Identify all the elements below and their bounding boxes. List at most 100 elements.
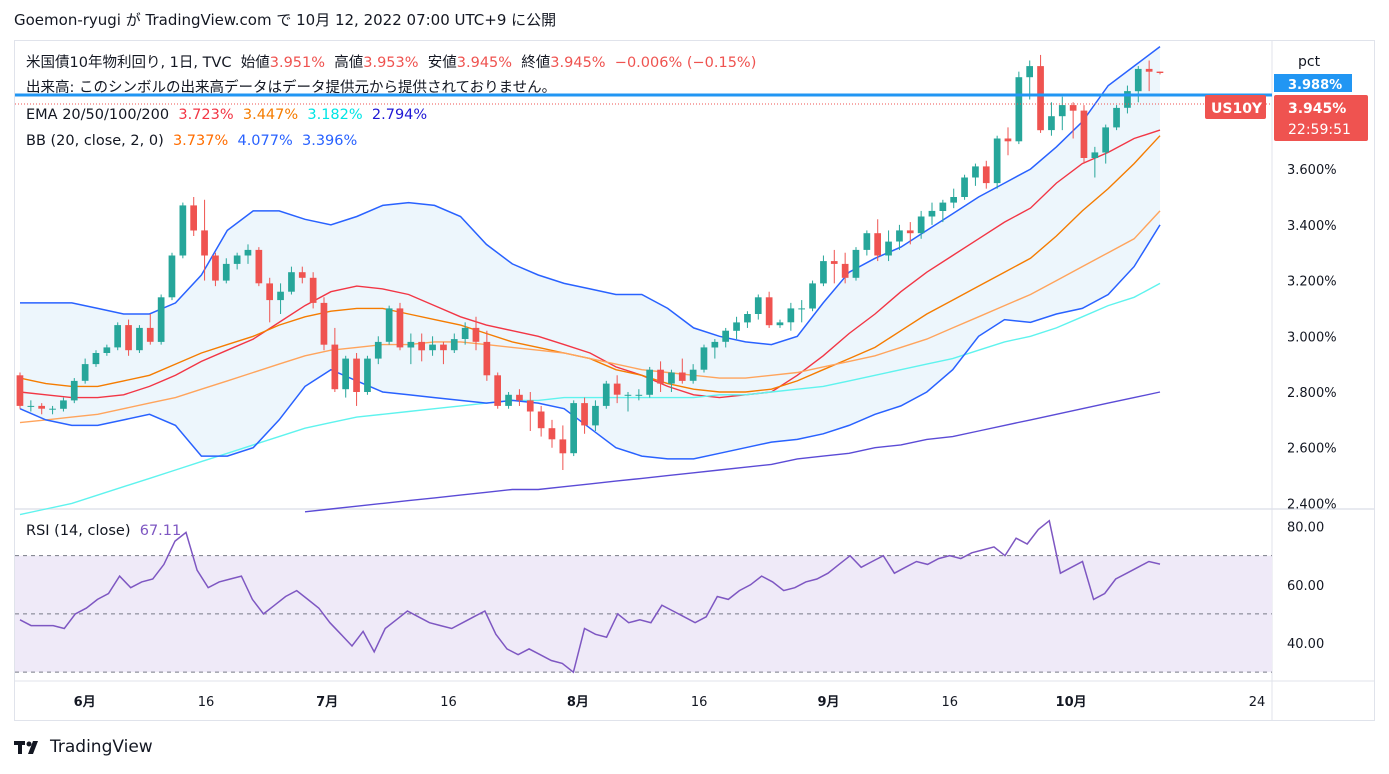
candle-body — [309, 277, 317, 303]
time-tick-label: 10月 — [1056, 695, 1087, 710]
candle-body — [255, 249, 263, 284]
price-axis[interactable]: 3.800%3.600%3.400%3.200%3.000%2.800%2.60… — [1287, 107, 1337, 512]
candle-body — [820, 261, 827, 284]
candle-body — [1069, 105, 1077, 111]
candle-body — [863, 233, 871, 250]
candle-body — [1058, 105, 1066, 117]
candle-body — [668, 372, 675, 384]
brand-footer[interactable]: TradingView — [14, 737, 153, 757]
candle-body — [798, 308, 805, 310]
candle-body — [1134, 68, 1142, 92]
candle-body — [754, 297, 762, 314]
ohlc-legend: 米国債10年物利回り, 1日, TVC 始値3.951% 高値3.953% 安値… — [26, 56, 756, 71]
candle-body — [765, 297, 773, 326]
candle-body — [429, 344, 436, 351]
time-tick-label: 8月 — [567, 695, 589, 710]
candle-body — [885, 241, 892, 256]
candle-body — [385, 308, 393, 342]
candle-body — [526, 400, 534, 412]
close-label: 終値 — [521, 55, 551, 71]
volume-legend: 出来高: このシンボルの出来高データはデータ提供元から提供されておりません。 — [26, 81, 556, 96]
price-tick-label: 3.600% — [1287, 163, 1337, 178]
candle-body — [450, 339, 458, 351]
candle-body — [1026, 66, 1033, 78]
bb-label: BB (20, close, 2, 0) — [26, 133, 164, 149]
countdown-text: 22:59:51 — [1288, 122, 1351, 138]
candle-body — [950, 197, 957, 203]
price-unit: pct — [1298, 54, 1321, 70]
candle-body — [733, 322, 740, 331]
candle-body — [1113, 107, 1120, 128]
time-tick-label: 16 — [691, 695, 708, 710]
candle-body — [841, 263, 849, 278]
time-tick-label: 7月 — [316, 695, 338, 710]
ema100-line — [19, 282, 1161, 516]
time-tick-label: 16 — [198, 695, 215, 710]
rsi-tick-label: 40.00 — [1287, 637, 1324, 652]
candle-body — [342, 358, 349, 390]
candle-body — [27, 405, 35, 407]
ema-legend: EMA 20/50/100/200 3.723% 3.447% 3.182% 2… — [26, 108, 427, 123]
rsi-axis[interactable]: 80.00 60.00 40.00 — [1287, 521, 1324, 653]
candle-body — [233, 255, 241, 264]
candle-body — [146, 327, 154, 342]
candle-body — [809, 283, 816, 309]
candle-body — [168, 255, 176, 298]
rsi-band-fill — [15, 555, 1272, 673]
candle-body — [700, 347, 708, 370]
candle-body — [972, 166, 979, 178]
candle-body — [1124, 91, 1131, 108]
candle-body — [874, 233, 881, 256]
candle-body — [917, 216, 925, 234]
candle-body — [1004, 138, 1012, 142]
candle-body — [494, 375, 501, 406]
price-badge — [1274, 95, 1368, 141]
candle-body — [1015, 77, 1023, 142]
publication-header: Goemon-ryugi が TradingView.com で 10月 12,… — [14, 9, 556, 30]
high-value: 3.953% — [363, 55, 419, 71]
ema-lines — [19, 129, 1161, 516]
bb-lower-value: 3.396% — [301, 133, 358, 149]
ema50-value: 3.447% — [242, 107, 299, 123]
close-value: 3.945% — [550, 55, 606, 71]
candle-body — [70, 380, 78, 401]
candle-body — [418, 341, 425, 351]
candle-body — [1080, 110, 1088, 158]
bollinger-bands — [19, 46, 1161, 460]
candle-body — [244, 249, 252, 256]
candle-body — [396, 308, 404, 348]
candle-body — [993, 138, 1001, 184]
candlesticks — [16, 54, 1164, 470]
bb-legend: BB (20, close, 2, 0) 3.737% 4.077% 3.396… — [26, 134, 357, 149]
candle-body — [852, 249, 860, 278]
candle-body — [190, 205, 197, 231]
candle-body — [581, 403, 588, 426]
candle-body — [722, 330, 729, 342]
time-tick-label: 24 — [1249, 695, 1266, 710]
candle-body — [928, 210, 936, 217]
high-label: 高値 — [334, 55, 364, 71]
candle-body — [678, 372, 686, 381]
ema200-line — [304, 391, 1161, 513]
candle-body — [624, 394, 632, 396]
header-text: Goemon-ryugi が TradingView.com で 10月 12,… — [14, 11, 557, 29]
rsi-pane[interactable] — [15, 519, 1272, 674]
candle-body — [125, 325, 132, 351]
candle-body — [939, 202, 947, 211]
candle-body — [1102, 127, 1109, 153]
ema20-line — [19, 129, 1161, 399]
candle-body — [266, 283, 273, 301]
ema200-value: 2.794% — [371, 107, 428, 123]
price-tick-label: 3.000% — [1287, 330, 1337, 345]
candle-body — [896, 230, 903, 242]
price-tick-label: 2.400% — [1287, 497, 1337, 512]
candle-body — [222, 263, 230, 281]
candle-body — [744, 314, 751, 323]
time-axis[interactable]: 6月 16 7月 16 8月 16 9月 16 10月 24 — [74, 695, 1266, 710]
chart-frame[interactable] — [14, 40, 1375, 721]
candle-body — [906, 230, 914, 234]
candle-body — [982, 166, 990, 184]
candle-body — [92, 353, 100, 365]
ema20-value: 3.723% — [178, 107, 234, 123]
